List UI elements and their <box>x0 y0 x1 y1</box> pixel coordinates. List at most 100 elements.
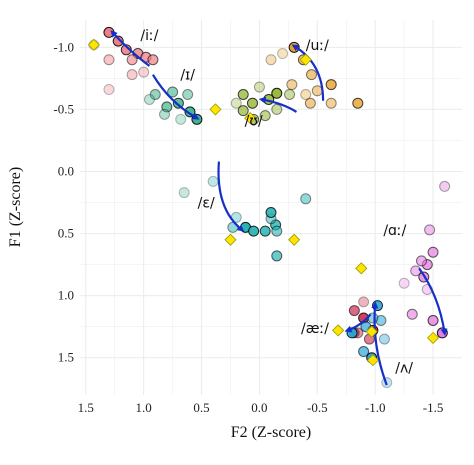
data-point <box>439 180 451 192</box>
data-point <box>175 113 187 125</box>
data-point <box>378 333 390 345</box>
x-tick-label: -0.5 <box>307 400 328 415</box>
vowel-labels: /iː/ /ɪ/ /ʊ/ /uː/ /ɛ/ /ɑː/ /æː/ /ʌ/ <box>140 28 413 377</box>
data-point <box>103 84 115 96</box>
target-diamond <box>299 53 312 66</box>
x-tick-label: 1.0 <box>136 400 152 415</box>
target-markers <box>87 38 440 367</box>
data-point <box>406 308 418 320</box>
data-point <box>325 97 337 109</box>
data-point <box>161 101 173 113</box>
data-point <box>248 225 260 237</box>
trajectory-arrow <box>151 74 200 120</box>
data-point <box>271 225 283 237</box>
data-point <box>178 187 190 199</box>
data-point <box>410 265 422 277</box>
trajectory-arrows <box>110 30 448 386</box>
vowel-label: /ɑː/ <box>383 223 406 239</box>
vowel-label: /ʊ/ <box>245 114 263 130</box>
data-point <box>271 250 283 262</box>
vowel-label: /æː/ <box>301 321 329 337</box>
data-point <box>300 193 312 205</box>
data-point <box>436 327 448 339</box>
x-axis-label: F2 (Z-score) <box>231 424 311 441</box>
trajectory-arrow <box>258 96 298 113</box>
vowel-label: /ʌ/ <box>395 361 413 377</box>
data-point <box>182 89 194 101</box>
x-tick-label: 1.5 <box>78 400 94 415</box>
data-point <box>300 89 312 101</box>
data-point <box>167 86 179 98</box>
data-point <box>358 346 370 358</box>
target-diamond <box>244 112 257 125</box>
data-point <box>352 97 364 109</box>
data-point <box>126 54 138 66</box>
target-diamond <box>426 331 440 344</box>
data-point <box>277 48 289 60</box>
vowel-formant-chart: -1.0-0.50.00.51.01.5 1.5 1.0 0.5 0.0 -0.5 -1.… <box>7 20 462 441</box>
y-tick-label: 0.5 <box>58 226 74 241</box>
x-tick-label: -1.5 <box>423 400 444 415</box>
vowel-label: /ɪ/ <box>180 68 195 84</box>
data-point <box>259 110 271 122</box>
vowel-label: /uː/ <box>306 38 329 54</box>
data-point <box>103 54 115 66</box>
data-point <box>143 93 155 105</box>
target-diamond <box>355 262 368 275</box>
y-tick-label: 0.0 <box>58 163 74 178</box>
data-point <box>207 175 219 187</box>
data-point <box>237 105 249 117</box>
data-point <box>126 69 138 81</box>
vowel-label: /iː/ <box>140 28 158 44</box>
data-point <box>246 97 258 109</box>
data-point <box>265 206 277 218</box>
y-tick-label: -0.5 <box>53 101 74 116</box>
data-point <box>286 79 298 91</box>
data-point <box>358 296 370 308</box>
data-point <box>306 69 318 81</box>
data-point <box>424 224 436 236</box>
target-diamond <box>332 324 345 337</box>
y-tick-label: 1.0 <box>58 288 74 303</box>
y-axis-ticks: -1.0 -0.5 0.0 0.5 1.0 1.5 <box>53 39 74 364</box>
data-point <box>348 305 360 317</box>
data-point <box>325 79 337 91</box>
data-point <box>398 277 410 289</box>
data-point <box>311 85 323 97</box>
data-point <box>427 246 439 258</box>
data-point <box>159 108 171 120</box>
y-axis-label: F1 (Z-score) <box>7 167 24 247</box>
data-point <box>149 89 161 101</box>
data-point <box>415 255 427 267</box>
trajectory-arrow <box>344 313 372 333</box>
data-points <box>88 26 451 389</box>
data-point <box>427 314 439 326</box>
y-tick-label: 1.5 <box>58 350 74 365</box>
data-point <box>259 225 271 237</box>
data-point <box>271 103 283 115</box>
trajectory-arrow <box>418 267 448 336</box>
data-point <box>230 97 242 109</box>
data-point <box>284 89 296 101</box>
data-point <box>304 97 316 109</box>
x-tick-label: 0.5 <box>193 400 209 415</box>
target-diamond <box>87 38 100 51</box>
vowel-label: /ɛ/ <box>198 196 215 212</box>
data-point <box>138 66 150 78</box>
data-point <box>271 87 283 99</box>
trajectory-arrow <box>371 301 388 386</box>
target-diamond <box>224 233 237 246</box>
x-tick-label: 0.0 <box>251 400 267 415</box>
target-diamond <box>209 103 222 116</box>
data-point <box>265 54 277 66</box>
trajectory-arrow <box>110 30 151 67</box>
data-point <box>147 54 159 66</box>
x-axis-ticks: 1.5 1.0 0.5 0.0 -0.5 -1.0 -1.5 <box>78 400 444 415</box>
data-point <box>237 89 249 101</box>
target-diamond <box>288 233 301 246</box>
data-point <box>112 35 124 47</box>
target-diamond <box>366 354 379 367</box>
trajectory-arrow <box>217 161 245 232</box>
target-diamond <box>365 325 378 338</box>
data-point <box>253 81 265 93</box>
